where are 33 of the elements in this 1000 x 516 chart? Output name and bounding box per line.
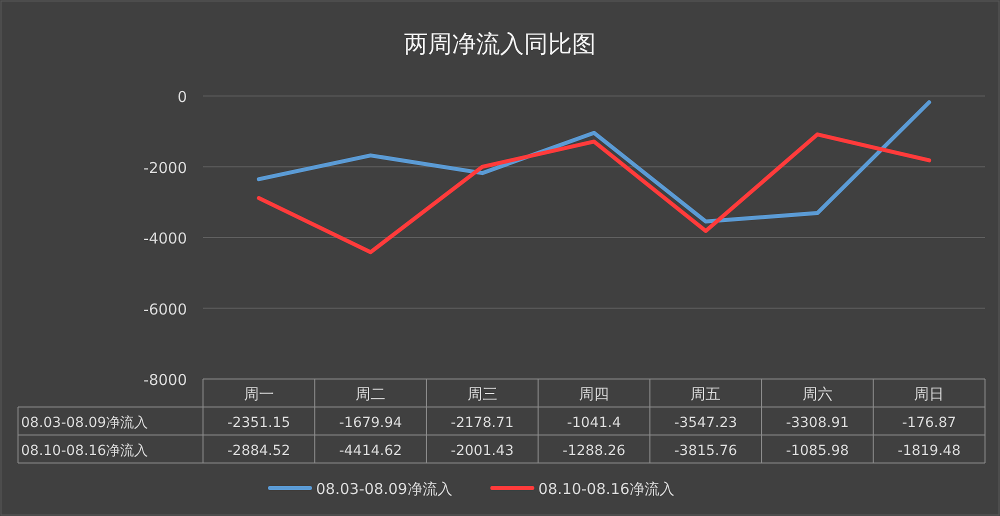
data-label: -3547.23	[674, 415, 738, 431]
data-label: -2351.15	[227, 415, 290, 431]
text: 08.03-08.09净流入	[21, 415, 148, 431]
data-label: -4414.62	[339, 443, 402, 459]
data-label: -1819.48	[898, 443, 961, 459]
y-tick-label: 0	[177, 88, 187, 106]
data-label: -1041.4	[566, 415, 622, 431]
data-label: -1288.26	[562, 443, 626, 459]
y-tick-label: -8000	[143, 371, 187, 389]
x-tick-label: 周一	[244, 385, 274, 403]
y-tick-label: -6000	[143, 300, 187, 318]
data-label: -176.87	[902, 415, 956, 431]
line-series	[256, 100, 932, 224]
data-label: -2001.43	[450, 443, 514, 459]
y-tick-label: -4000	[143, 230, 187, 248]
data-label: -2884.52	[227, 443, 290, 459]
x-tick-label: 周六	[802, 385, 832, 403]
data-label: -3308.91	[786, 415, 849, 431]
x-tick-label: 周日	[914, 385, 944, 403]
legend-label: 08.10-08.16净流入	[538, 480, 675, 498]
x-tick-label: 周三	[467, 385, 498, 403]
data-label: -3815.76	[674, 443, 738, 459]
x-tick-label: 周四	[579, 385, 609, 403]
data-label: -2178.71	[450, 415, 514, 431]
x-tick-label: 周五	[690, 385, 721, 403]
text: 08.10-08.16净流入	[21, 443, 148, 459]
legend-label: 08.03-08.09净流入	[316, 480, 452, 498]
data-label: -1679.94	[339, 415, 402, 431]
line-series	[256, 132, 932, 254]
data-label: -1085.98	[786, 443, 849, 459]
chart-title: 两周净流入同比图	[404, 30, 596, 58]
y-tick-label: -2000	[143, 158, 187, 177]
x-tick-label: 周二	[356, 385, 386, 403]
